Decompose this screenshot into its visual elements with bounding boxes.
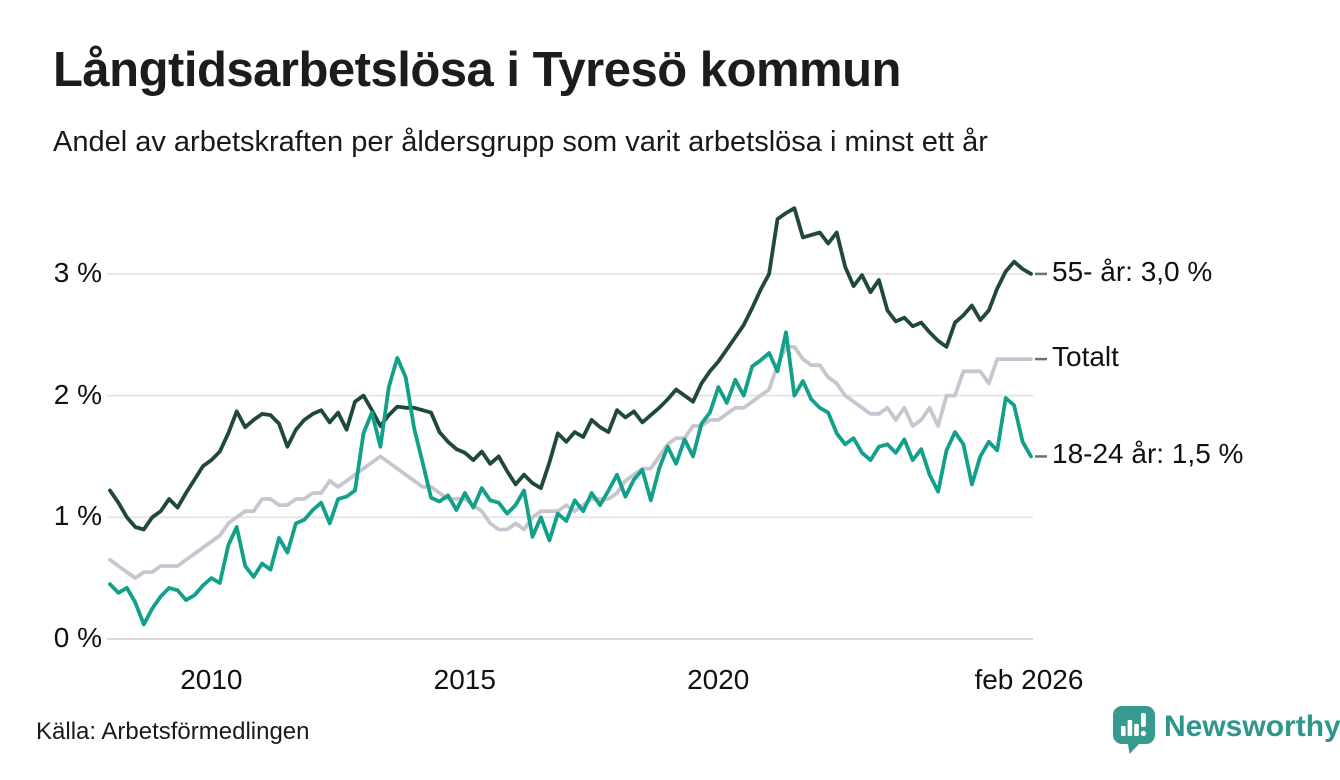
x-axis-tick-label: 2015 [433,664,496,695]
series-line-55-r [108,206,1033,532]
newsworthy-brand-link[interactable]: Newsworthy [1112,705,1340,760]
series-end-label-55-ar: 55- år: 3,0 % [1052,255,1213,287]
source-note: Källa: Arbetsförmedlingen [36,718,310,745]
x-axis-tick-label: 2020 [687,664,750,695]
y-axis-tick-label: 3 % [53,256,102,288]
x-axis-tick-label: 2010 [180,664,243,695]
y-axis-tick-label: 0 % [53,622,102,653]
page-title: Långtidsarbetslösa i Tyresö kommun [53,43,901,97]
series-end-label-18-24-ar: 18-24 år: 1,5 % [1052,438,1244,470]
y-axis-tick-label: 2 % [53,378,102,410]
series-line-18-24-r [108,330,1033,627]
series-end-label-totalt: Totalt [1052,341,1119,373]
series-line-totalt [108,344,1033,580]
newsworthy-logo-icon [1112,705,1156,760]
page-subtitle: Andel av arbetskraften per åldersgrupp s… [53,126,988,158]
x-axis-tick-label: feb 2026 [974,664,1084,695]
newsworthy-wordmark: Newsworthy [1164,710,1340,743]
y-axis-tick-label: 1 % [53,500,102,532]
